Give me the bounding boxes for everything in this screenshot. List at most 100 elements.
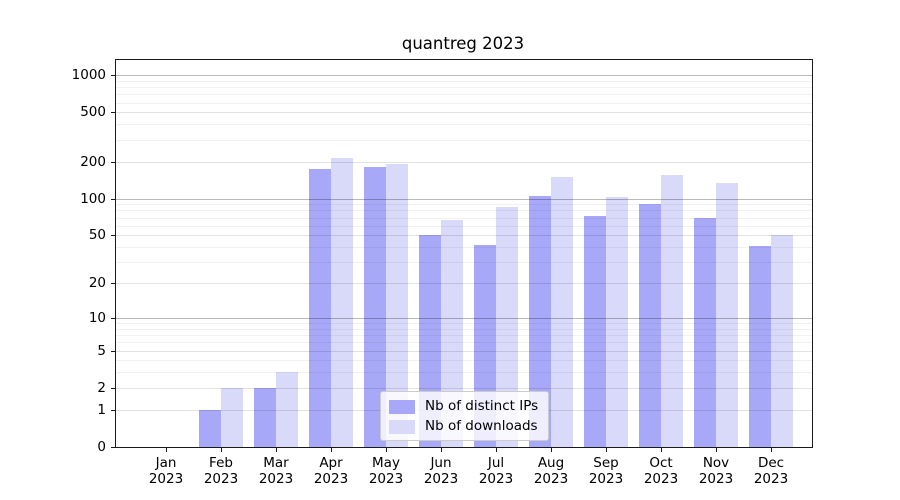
y-tick (111, 283, 115, 285)
y-tick-label: 1 (97, 401, 106, 418)
bar-distinct-ips (199, 409, 221, 447)
bar-distinct-ips (254, 387, 276, 447)
x-tick-year: 2023 (258, 471, 294, 487)
gridline (116, 323, 812, 324)
bar-distinct-ips (639, 204, 661, 447)
x-tick-month: Jun (430, 455, 452, 471)
x-tick-label: Jan 2023 (131, 455, 201, 487)
gridline (116, 102, 812, 104)
y-tick-label: 10 (88, 309, 106, 326)
x-tick-month: Sep (593, 455, 619, 471)
grid-layer (116, 60, 812, 447)
x-tick (386, 448, 387, 452)
y-tick-label: 50 (88, 227, 106, 244)
x-tick-year: 2023 (533, 471, 569, 487)
y-tick-label: 100 (80, 190, 106, 207)
y-tick (111, 112, 115, 114)
legend-swatch-distinct-ips (389, 399, 415, 414)
gridline (116, 335, 812, 337)
y-tick-label: 500 (80, 104, 106, 121)
x-tick-label: Mar 2023 (241, 455, 311, 487)
x-tick-month: Feb (209, 455, 233, 471)
y-tick (111, 317, 115, 319)
x-tick-month: Aug (537, 455, 565, 471)
bar-distinct-ips (364, 167, 386, 447)
gridline (116, 87, 812, 89)
gridline (116, 75, 812, 77)
y-tick (111, 387, 115, 389)
gridline (116, 342, 812, 344)
x-tick-label: Jul 2023 (461, 455, 531, 487)
x-tick-label: Dec 2023 (736, 455, 806, 487)
gridline (116, 210, 812, 212)
x-tick-year: 2023 (368, 471, 404, 487)
legend: Nb of distinct IPs Nb of downloads (380, 391, 550, 441)
bars-layer (116, 60, 812, 447)
x-tick (166, 448, 167, 452)
x-tick-month: Dec (757, 455, 785, 471)
y-tick-label: 20 (88, 275, 106, 292)
gridline (116, 225, 812, 227)
bar-distinct-ips (694, 218, 716, 447)
gridline (116, 350, 812, 352)
x-tick (771, 448, 772, 452)
gridline (116, 262, 812, 264)
legend-label-distinct-ips: Nb of distinct IPs (425, 398, 539, 414)
gridline (116, 328, 812, 330)
x-tick-month: Nov (702, 455, 730, 471)
y-tick-label: 0 (97, 439, 106, 455)
bar-downloads (441, 219, 463, 447)
axis-layer: 0 1 2 5 10 20 50 100 200 500 1000 Jan 2023 Feb 2023 Mar… (72, 60, 812, 487)
gridline (116, 112, 812, 114)
x-tick-year: 2023 (643, 471, 679, 487)
x-tick-month: Mar (263, 455, 289, 471)
legend-entry-downloads: Nb of downloads (389, 419, 538, 434)
bar-downloads (716, 182, 738, 447)
y-tick-label: 5 (97, 342, 106, 359)
gridline (116, 161, 812, 163)
bar-downloads (386, 164, 408, 447)
gridline (116, 360, 812, 362)
x-tick (221, 448, 222, 452)
x-tick (331, 448, 332, 452)
bar-distinct-ips (309, 168, 331, 447)
x-tick (606, 448, 607, 452)
x-tick-month: Jul (487, 455, 505, 471)
x-tick-label: Apr 2023 (296, 455, 366, 487)
x-tick-year: 2023 (698, 471, 734, 487)
x-tick-month: Apr (319, 455, 343, 471)
gridline (116, 387, 812, 389)
y-tick-label: 1000 (71, 67, 106, 84)
x-tick-year: 2023 (313, 471, 349, 487)
x-tick-label: May 2023 (351, 455, 421, 487)
bar-downloads (221, 387, 243, 447)
legend-label-downloads: Nb of downloads (425, 418, 538, 434)
x-tick-year: 2023 (588, 471, 624, 487)
gridline (116, 317, 812, 319)
bar-downloads (276, 372, 298, 447)
bar-downloads (771, 235, 793, 447)
x-tick-label: Oct 2023 (626, 455, 696, 487)
y-tick (111, 409, 115, 411)
gridline (116, 247, 812, 249)
x-tick (496, 448, 497, 452)
x-tick-month: Jan (155, 455, 177, 471)
x-tick-label: Nov 2023 (681, 455, 751, 487)
gridline (116, 94, 812, 96)
plot-area: 0 1 2 5 10 20 50 100 200 500 1000 Jan 2023 Feb 2023 Mar… (72, 59, 813, 487)
x-tick-label: Aug 2023 (516, 455, 586, 487)
x-tick-label: Sep 2023 (571, 455, 641, 487)
y-tick (111, 75, 115, 77)
bar-distinct-ips (529, 196, 551, 447)
y-tick (111, 198, 115, 200)
bar-downloads (496, 206, 518, 447)
x-tick-year: 2023 (148, 471, 184, 487)
x-tick (441, 448, 442, 452)
gridline (116, 124, 812, 126)
gridline (116, 198, 812, 200)
x-tick-year: 2023 (203, 471, 239, 487)
legend-entry-distinct-ips: Nb of distinct IPs (389, 399, 538, 414)
bar-downloads (606, 196, 628, 447)
bar-downloads (551, 176, 573, 447)
x-tick (661, 448, 662, 452)
